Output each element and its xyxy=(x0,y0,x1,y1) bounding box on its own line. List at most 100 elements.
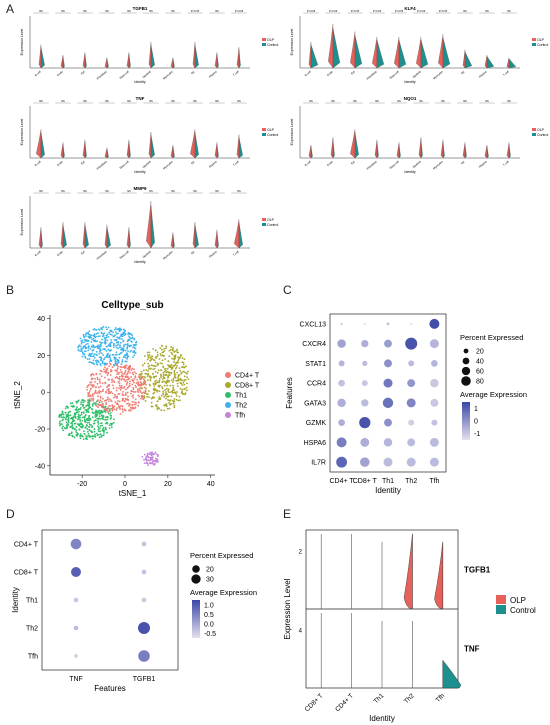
y-tick-label: CD8+ T xyxy=(14,570,39,577)
category-tick: Myocytes xyxy=(432,69,444,80)
category-tick: Myeloid xyxy=(142,69,152,79)
violin-control xyxy=(172,233,175,249)
violin-olp xyxy=(506,57,510,69)
category-tick: Myocytes xyxy=(162,249,174,260)
y-label: Identity xyxy=(11,587,20,613)
dot xyxy=(386,322,390,326)
dot xyxy=(429,318,440,329)
sig-label: NS xyxy=(215,99,219,103)
color-legend-label: 0.0 xyxy=(204,621,214,628)
sig-label: NS xyxy=(309,99,313,103)
category-tick: Myocytes xyxy=(162,159,174,170)
x-tick-label: Th1 xyxy=(382,478,394,485)
panel-b-tsne: Celltype_sub -20 0 20 40 -40 -20 0 20 40 tSNE_1 tSN… xyxy=(13,300,260,498)
cluster-th1 xyxy=(58,399,115,441)
x-tick-label: Tfh xyxy=(435,692,447,704)
x-label: Identity xyxy=(134,80,146,84)
sig-label: P<0.05 xyxy=(439,9,448,13)
size-legend-title: Percent Expressed xyxy=(190,551,253,560)
violin-olp xyxy=(462,142,466,159)
x-label: Features xyxy=(94,684,126,693)
legend-dot xyxy=(225,412,231,418)
y-tick-label: CXCR4 xyxy=(302,341,326,348)
legend-label-olp: OLP xyxy=(537,128,545,132)
violin-olp xyxy=(104,147,108,159)
panel-c-dotplot: CD4+ T CD8+ T Th1 Th2 Tfh CXCL13 CXCR4 STAT1 CCR… xyxy=(285,313,527,495)
sig-label: NS xyxy=(237,189,241,193)
violin-olp xyxy=(60,221,64,249)
dot xyxy=(338,419,345,426)
violin-olp xyxy=(126,139,130,159)
violin-olp xyxy=(82,139,86,159)
x-tick-label: 20 xyxy=(164,481,172,488)
violin-olp xyxy=(308,41,312,69)
dot xyxy=(337,398,346,408)
y-label: Expression Level xyxy=(290,28,294,55)
category-tick: NK xyxy=(460,160,466,166)
dot xyxy=(363,322,366,325)
legend-label-olp: OLP xyxy=(267,128,275,132)
sig-label: NS xyxy=(171,189,175,193)
category-tick: Myeloid xyxy=(142,249,152,259)
violin-olp xyxy=(60,54,64,69)
cluster-tfh xyxy=(141,451,160,467)
sig-label: NS xyxy=(105,189,109,193)
y-tick-label: -20 xyxy=(35,427,45,434)
color-legend-label: -1 xyxy=(474,431,480,438)
color-legend-bar xyxy=(462,402,470,440)
violin-control xyxy=(238,222,243,249)
y-tick-label: GATA3 xyxy=(304,400,326,407)
x-tick-label: Th1 xyxy=(373,692,386,705)
violin-control xyxy=(508,58,517,69)
category-tick: Endo xyxy=(326,159,334,167)
legend-label: Th2 xyxy=(235,403,247,410)
violin-control xyxy=(216,53,219,69)
violin-control xyxy=(398,143,401,159)
violin-olp xyxy=(214,229,218,249)
category-tick: Epi xyxy=(80,159,86,165)
legend-key-olp xyxy=(532,38,536,41)
dot xyxy=(336,437,347,448)
dot xyxy=(141,597,147,603)
panel-d-dotplot: TNF TGFB1 CD4+ T CD8+ T Th1 Th2 Tfh Features Ide… xyxy=(11,529,257,693)
category-tick: NK xyxy=(190,70,196,76)
size-legend-dot xyxy=(461,366,471,376)
category-tick: Endo xyxy=(56,159,64,167)
sig-label: P<0.05 xyxy=(417,9,426,13)
category-tick: B cell xyxy=(304,69,312,77)
category-tick: B cell xyxy=(304,159,312,167)
y-tick-label: 2 xyxy=(299,550,303,556)
sig-label: NS xyxy=(127,9,131,13)
violin-control xyxy=(376,141,379,159)
violin-control xyxy=(128,229,131,249)
category-tick: Epi xyxy=(80,69,86,75)
violin-olp xyxy=(104,57,108,69)
legend-dot xyxy=(225,392,231,398)
x-tick-label: CD4+ T xyxy=(334,692,355,713)
violin-olp xyxy=(506,142,510,159)
x-tick-label: TGFB1 xyxy=(133,676,156,683)
dot xyxy=(74,654,78,658)
sig-label: NS xyxy=(83,9,87,13)
legend-key-olp xyxy=(262,128,266,131)
category-tick: Mast cell xyxy=(119,249,130,259)
category-tick: Myeloid xyxy=(412,69,422,79)
sig-label: NS xyxy=(149,99,153,103)
y-label: Expression Level xyxy=(283,578,292,639)
violin-control xyxy=(442,141,445,159)
violin-control xyxy=(508,143,511,159)
panel-label-c: C xyxy=(283,283,292,297)
dot xyxy=(338,360,345,367)
violin-control xyxy=(442,659,462,689)
dot xyxy=(138,650,150,662)
color-legend-bar xyxy=(192,600,200,638)
dot xyxy=(407,438,416,447)
category-tick: Myocytes xyxy=(162,69,174,80)
legend-label: Th1 xyxy=(235,393,247,400)
dot xyxy=(337,339,346,348)
legend-label-control: Control xyxy=(537,43,549,47)
gene-label: TNF xyxy=(464,645,480,654)
